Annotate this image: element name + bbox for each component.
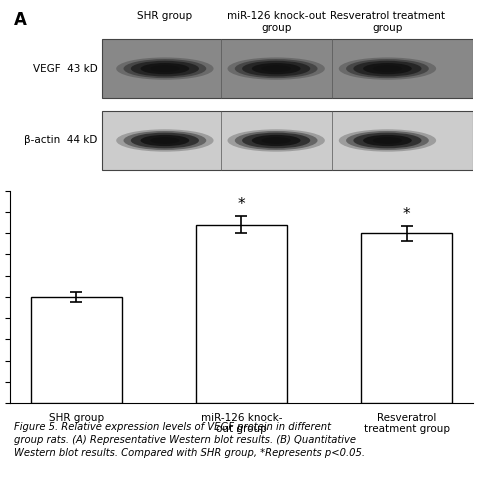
Ellipse shape bbox=[228, 57, 325, 80]
Ellipse shape bbox=[150, 65, 180, 72]
Ellipse shape bbox=[346, 59, 429, 78]
Ellipse shape bbox=[242, 133, 310, 148]
Ellipse shape bbox=[116, 129, 214, 152]
Ellipse shape bbox=[228, 129, 325, 152]
Text: β-actin  44 kD: β-actin 44 kD bbox=[24, 136, 98, 145]
Ellipse shape bbox=[363, 135, 412, 146]
Ellipse shape bbox=[261, 65, 291, 72]
Ellipse shape bbox=[131, 133, 199, 148]
Ellipse shape bbox=[353, 61, 422, 77]
Text: A: A bbox=[14, 11, 27, 29]
Ellipse shape bbox=[353, 133, 422, 148]
Ellipse shape bbox=[363, 63, 412, 74]
Bar bbox=[196, 225, 287, 403]
Ellipse shape bbox=[123, 131, 206, 150]
Text: *: * bbox=[238, 197, 245, 212]
Ellipse shape bbox=[261, 137, 291, 144]
Ellipse shape bbox=[252, 63, 301, 74]
Ellipse shape bbox=[339, 129, 436, 152]
Bar bbox=[361, 233, 452, 403]
Ellipse shape bbox=[116, 57, 214, 80]
Ellipse shape bbox=[242, 61, 310, 77]
Bar bbox=[102, 39, 473, 98]
Ellipse shape bbox=[235, 131, 317, 150]
Ellipse shape bbox=[141, 63, 189, 74]
Bar bbox=[102, 111, 473, 170]
Ellipse shape bbox=[373, 65, 402, 72]
Text: Figure 5. Relative expression levels of VEGF protein in different
group rats. (A: Figure 5. Relative expression levels of … bbox=[14, 422, 365, 459]
Ellipse shape bbox=[252, 135, 301, 146]
Ellipse shape bbox=[131, 61, 199, 77]
Text: Resveratrol treatment
group: Resveratrol treatment group bbox=[330, 11, 445, 33]
Text: miR-126 knock-out
group: miR-126 knock-out group bbox=[227, 11, 326, 33]
Ellipse shape bbox=[141, 135, 189, 146]
Ellipse shape bbox=[150, 137, 180, 144]
Ellipse shape bbox=[339, 57, 436, 80]
Text: *: * bbox=[403, 207, 411, 221]
Ellipse shape bbox=[346, 131, 429, 150]
Ellipse shape bbox=[373, 137, 402, 144]
Ellipse shape bbox=[235, 59, 317, 78]
Text: SHR group: SHR group bbox=[137, 11, 193, 22]
Ellipse shape bbox=[123, 59, 206, 78]
Text: VEGF  43 kD: VEGF 43 kD bbox=[33, 64, 98, 74]
Bar bbox=[31, 297, 121, 403]
